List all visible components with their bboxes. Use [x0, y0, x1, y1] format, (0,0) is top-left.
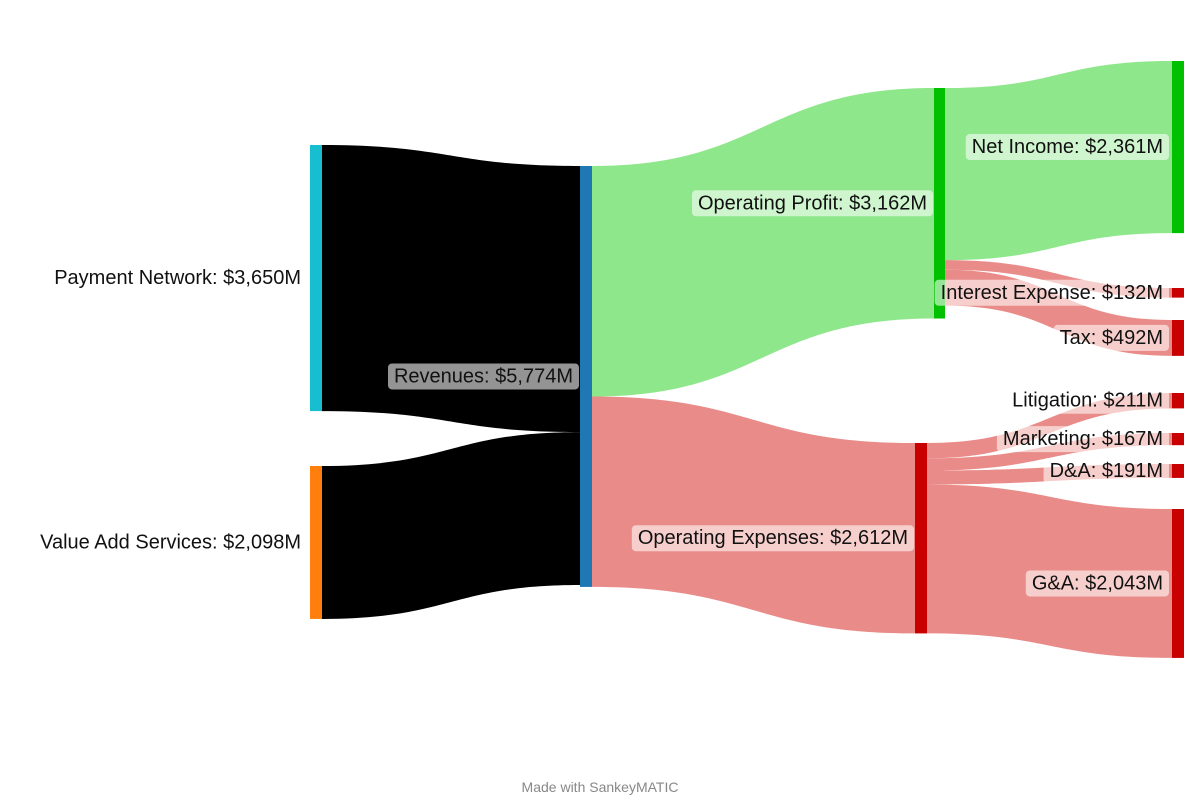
node-label-payment_network: Payment Network: $3,650M — [54, 267, 301, 289]
node-revenues[interactable] — [580, 166, 592, 587]
node-label-bg-da — [1043, 457, 1169, 484]
node-label-text-tax: Tax: $492M — [1060, 327, 1163, 349]
node-marketing[interactable] — [1172, 433, 1184, 446]
node-label-bg-operating_profit — [691, 190, 933, 217]
flow-operating_profit-to-net_income[interactable] — [945, 61, 1172, 261]
node-label-bg-interest_expense — [934, 279, 1169, 306]
node-label-bg-net_income — [965, 134, 1169, 161]
node-label-da: D&A: $191M — [1043, 457, 1169, 484]
node-label-text-da: D&A: $191M — [1050, 460, 1163, 482]
node-label-text-operating_expenses: Operating Expenses: $2,612M — [638, 527, 908, 549]
node-label-ga: G&A: $2,043M — [1025, 570, 1169, 597]
node-label-revenues: Revenues: $5,774M — [387, 363, 579, 390]
node-label-litigation: Litigation: $211M — [1006, 387, 1169, 414]
node-operating_expenses[interactable] — [915, 443, 927, 634]
node-label-marketing: Marketing: $167M — [996, 426, 1169, 453]
node-label-text-operating_profit: Operating Profit: $3,162M — [698, 192, 927, 214]
node-label-net_income: Net Income: $2,361M — [965, 134, 1169, 161]
node-label-bg-ga — [1025, 570, 1169, 597]
node-label-bg-tax — [1053, 324, 1169, 351]
node-label-text-litigation: Litigation: $211M — [1012, 390, 1163, 412]
node-da[interactable] — [1172, 464, 1184, 478]
node-label-text-net_income: Net Income: $2,361M — [972, 136, 1163, 158]
node-label-bg-revenues — [387, 363, 579, 390]
node-ga[interactable] — [1172, 509, 1184, 658]
node-label-text-marketing: Marketing: $167M — [1003, 428, 1163, 450]
node-label-operating_expenses: Operating Expenses: $2,612M — [631, 525, 914, 552]
node-label-text-interest_expense: Interest Expense: $132M — [941, 282, 1163, 304]
node-label-bg-marketing — [996, 426, 1169, 453]
node-label-interest_expense: Interest Expense: $132M — [934, 279, 1169, 306]
node-label-text-revenues: Revenues: $5,774M — [394, 365, 573, 387]
flow-payment_network-to-revenues[interactable] — [322, 145, 580, 433]
label-group: Payment Network: $3,650M Value Add Servic… — [40, 134, 1169, 597]
node-value_add[interactable] — [310, 466, 322, 619]
node-net_income[interactable] — [1172, 61, 1184, 234]
node-label-bg-operating_expenses — [631, 525, 914, 552]
node-tax[interactable] — [1172, 320, 1184, 356]
flow-revenues-to-operating_profit[interactable] — [592, 88, 934, 397]
flow-value_add-to-revenues[interactable] — [322, 432, 580, 619]
node-label-operating_profit: Operating Profit: $3,162M — [691, 190, 933, 217]
node-group — [310, 61, 1184, 658]
node-litigation[interactable] — [1172, 393, 1184, 409]
node-label-text-value_add: Value Add Services: $2,098M — [40, 531, 301, 553]
node-operating_profit[interactable] — [934, 88, 945, 319]
node-label-text-payment_network: Payment Network: $3,650M — [54, 267, 301, 289]
node-label-value_add: Value Add Services: $2,098M — [40, 531, 301, 553]
made-with-credit[interactable]: Made with SankeyMATIC — [521, 779, 679, 795]
node-label-text-ga: G&A: $2,043M — [1032, 572, 1163, 594]
flow-revenues-to-operating_expenses[interactable] — [592, 396, 915, 634]
node-payment_network[interactable] — [310, 145, 322, 412]
node-label-tax: Tax: $492M — [1053, 324, 1169, 351]
node-interest_expense[interactable] — [1172, 288, 1184, 298]
node-label-bg-litigation — [1006, 387, 1169, 414]
